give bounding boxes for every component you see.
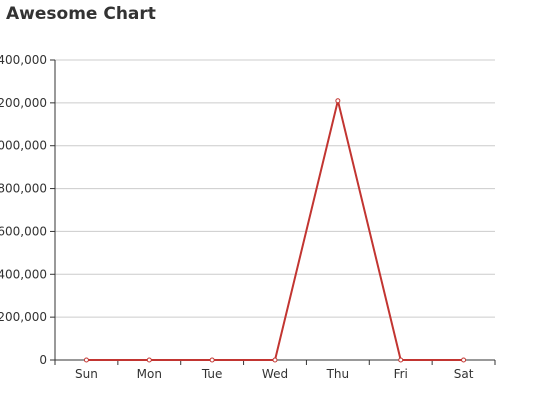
y-tick-label: 200,000 <box>0 310 47 324</box>
x-tick-label: Thu <box>326 367 350 381</box>
series-line[interactable] <box>86 99 464 361</box>
tick-labels: 0 200,000 400,000 600,000 800,000 1,000,000 1,… <box>0 53 474 381</box>
x-tick-label: Mon <box>137 367 162 381</box>
x-tick-label: Sat <box>454 367 474 381</box>
data-point-sun[interactable] <box>83 357 89 363</box>
x-tick-label: Fri <box>394 367 408 381</box>
data-point-mon[interactable] <box>146 357 152 363</box>
chart-title: Awesome Chart <box>6 4 156 24</box>
axes <box>50 59 496 365</box>
x-tick-label: Tue <box>201 367 223 381</box>
data-point-thu[interactable] <box>335 98 341 104</box>
x-tick-label: Sun <box>75 367 98 381</box>
gridlines <box>55 59 495 318</box>
series-area[interactable] <box>83 98 467 363</box>
y-tick-label: 1,000,000 <box>0 139 47 153</box>
y-tick-label: 800,000 <box>0 182 47 196</box>
x-tick-label: Wed <box>262 367 288 381</box>
y-tick-label: 400,000 <box>0 267 47 281</box>
data-point-fri[interactable] <box>398 357 404 363</box>
y-tick-label: 600,000 <box>0 224 47 238</box>
y-tick-label: 0 <box>39 353 47 367</box>
y-tick-label: 1,400,000 <box>0 53 47 67</box>
data-point-wed[interactable] <box>272 357 278 363</box>
data-point-sat[interactable] <box>461 357 467 363</box>
data-point-tue[interactable] <box>209 357 215 363</box>
y-tick-label: 1,200,000 <box>0 96 47 110</box>
